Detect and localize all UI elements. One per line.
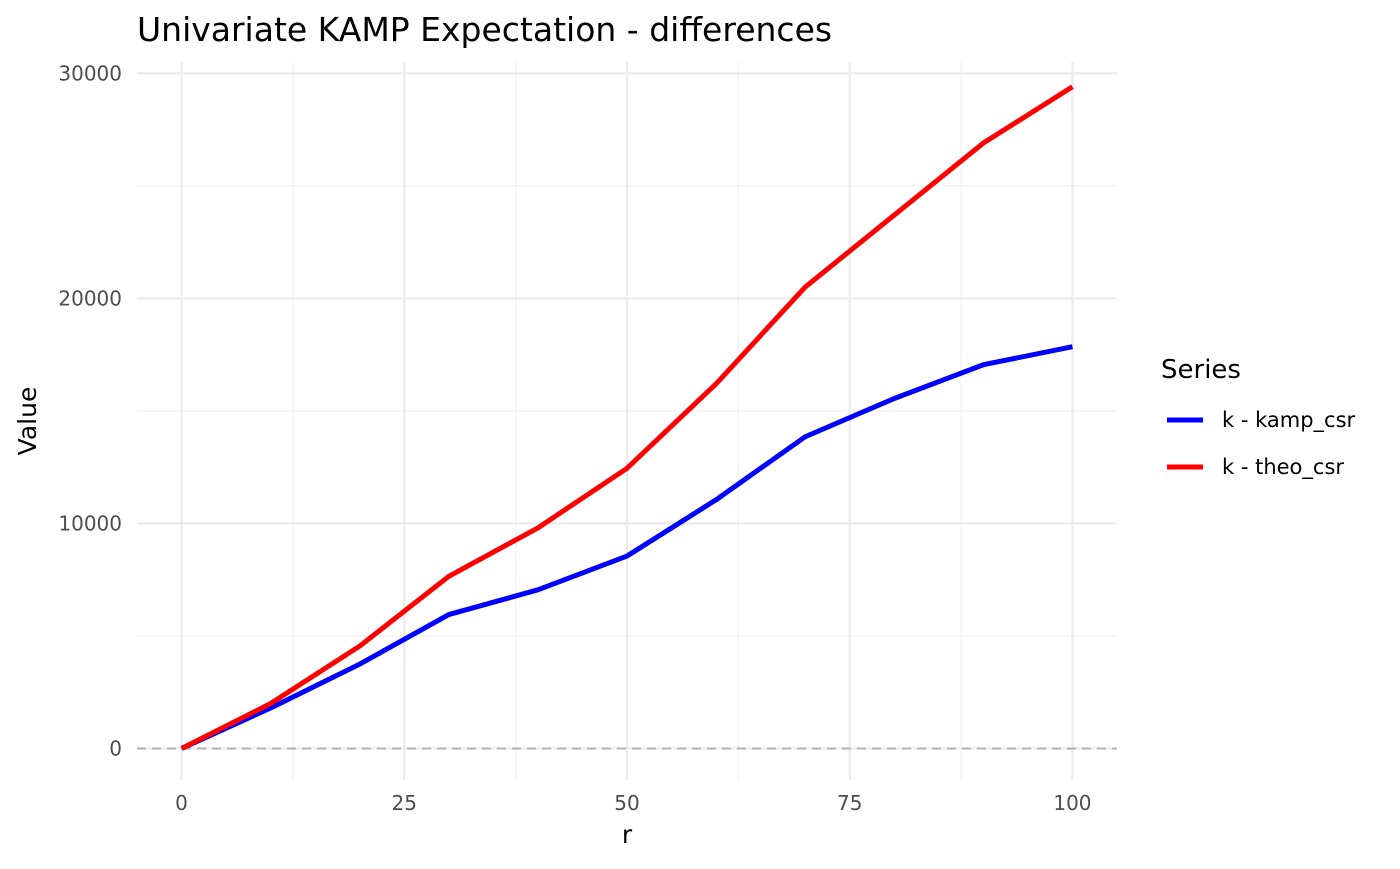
x-tick-label: 0 <box>175 791 188 815</box>
series-lines <box>180 84 1074 751</box>
chart-title: Univariate KAMP Expectation - difference… <box>137 10 832 49</box>
x-tick-label: 50 <box>614 791 639 815</box>
legend-item: k - kamp_csr <box>1167 408 1356 433</box>
legend-item: k - theo_csr <box>1167 455 1344 480</box>
y-axis-title: Value <box>13 387 42 456</box>
y-tick-label: 30000 <box>58 61 122 85</box>
x-tick-label: 75 <box>837 791 862 815</box>
y-tick-label: 0 <box>109 736 122 760</box>
x-tick-label: 25 <box>392 791 417 815</box>
legend-title: Series <box>1161 355 1241 385</box>
grid <box>137 62 1117 780</box>
y-tick-label: 10000 <box>58 511 122 535</box>
axis-tick-labels: 0 25 50 75 100 0 10000 20000 30000 <box>58 61 1091 815</box>
series-line-1 <box>180 344 1073 751</box>
y-tick-label: 20000 <box>58 286 122 310</box>
legend-label: k - kamp_csr <box>1222 408 1356 433</box>
series-line-2 <box>180 84 1074 751</box>
legend-label: k - theo_csr <box>1222 455 1344 480</box>
x-tick-label: 100 <box>1053 791 1091 815</box>
x-axis-title: r <box>622 820 633 849</box>
